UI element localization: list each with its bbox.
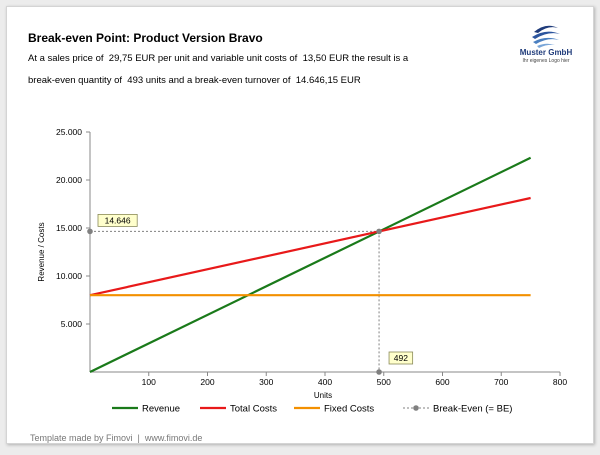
legend-label-total-costs: Total Costs [230,404,277,415]
description-line-2: break-even quantity of 493 units and a b… [28,75,361,86]
y-tick-label: 20.000 [56,175,82,185]
break-even-x-data-label: 492 [394,353,408,363]
chart-title: Break-even Point: Product Version Bravo [28,31,263,45]
break-even-marker-point [376,228,382,235]
break-even-marker-y-axis [87,228,93,235]
logo-company-name: Muster GmbH [519,48,573,57]
x-tick-label: 800 [553,377,567,387]
y-tick-label: 25.000 [56,127,82,137]
x-tick-label: 100 [142,377,156,387]
x-tick-label: 300 [259,377,273,387]
legend-label-break-even-be: Break-Even (= BE) [433,404,512,415]
y-tick-label: 5.000 [61,319,83,329]
series-line-revenue [89,156,532,373]
y-tick-label: 15.000 [56,223,82,233]
company-logo-icon [532,25,560,48]
x-axis-label: Units [314,391,332,400]
logo-tagline: Ihr eigenes Logo hier [522,58,570,64]
break-even-y-data-label: 14.646 [105,215,131,225]
y-tick-label: 10.000 [56,271,82,281]
legend-label-revenue: Revenue [142,404,180,415]
description-line-1: At a sales price of 29,75 EUR per unit a… [28,53,409,64]
x-tick-label: 600 [435,377,449,387]
legend-marker-break-even-be [413,405,419,411]
break-even-marker-x-axis [376,369,382,375]
x-tick-label: 500 [377,377,391,387]
break-even-y-data-label-box [97,213,138,227]
legend-label-fixed-costs: Fixed Costs [324,404,374,415]
x-tick-label: 700 [494,377,508,387]
x-tick-label: 200 [200,377,214,387]
break-even-x-data-label-box [388,351,414,365]
series-line-total-costs [89,196,531,297]
y-axis-label: Revenue / Costs [37,222,46,281]
footer-credit: Template made by Fimovi | www.fimovi.de [30,433,203,443]
x-tick-label: 400 [318,377,332,387]
